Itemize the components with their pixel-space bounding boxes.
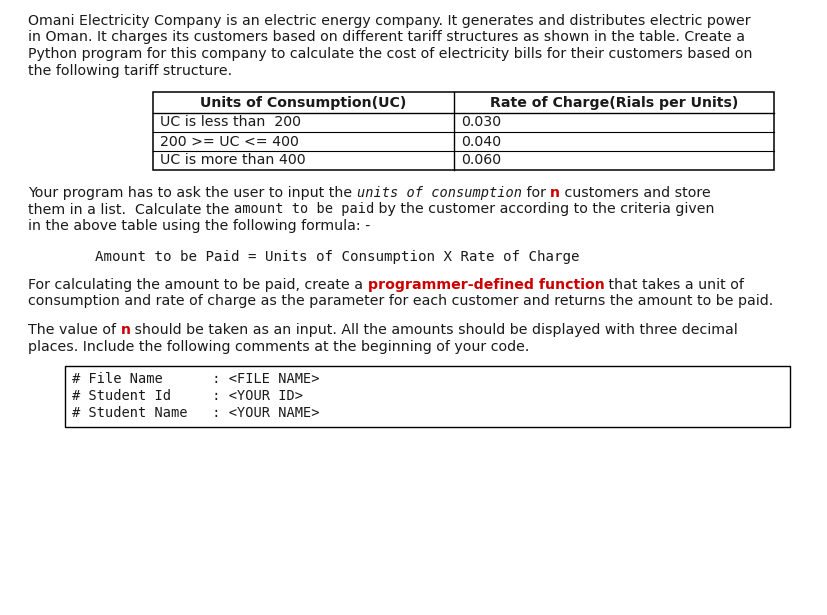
Text: in the above table using the following formula: -: in the above table using the following f… — [28, 219, 370, 233]
Text: should be taken as an input. All the amounts should be displayed with three deci: should be taken as an input. All the amo… — [131, 323, 738, 337]
Text: # Student Id     : <YOUR ID>: # Student Id : <YOUR ID> — [72, 389, 303, 403]
Bar — [153, 92, 773, 170]
Text: Rate of Charge(Rials per Units): Rate of Charge(Rials per Units) — [490, 95, 737, 109]
Text: the following tariff structure.: the following tariff structure. — [28, 63, 232, 77]
Text: for: for — [521, 186, 549, 200]
Text: n: n — [121, 323, 131, 337]
Text: The value of: The value of — [28, 323, 121, 337]
Text: consumption and rate of charge as the parameter for each customer and returns th: consumption and rate of charge as the pa… — [28, 295, 772, 309]
Text: them in a list.  Calculate the: them in a list. Calculate the — [28, 202, 233, 216]
Text: 200 >= UC <= 400: 200 >= UC <= 400 — [160, 135, 299, 148]
Text: customers and store: customers and store — [559, 186, 710, 200]
Bar — [65, 366, 789, 427]
Text: that takes a unit of: that takes a unit of — [604, 278, 743, 292]
Text: UC is less than  200: UC is less than 200 — [160, 116, 301, 130]
Text: UC is more than 400: UC is more than 400 — [160, 154, 305, 167]
Text: # File Name      : <FILE NAME>: # File Name : <FILE NAME> — [72, 372, 319, 386]
Text: Your program has to ask the user to input the: Your program has to ask the user to inpu… — [28, 186, 356, 200]
Text: n: n — [549, 186, 559, 200]
Text: by the customer according to the criteria given: by the customer according to the criteri… — [374, 202, 714, 216]
Text: 0.060: 0.060 — [460, 154, 500, 167]
Text: 0.040: 0.040 — [460, 135, 500, 148]
Text: Omani Electricity Company is an electric energy company. It generates and distri: Omani Electricity Company is an electric… — [28, 14, 750, 28]
Text: amount to be paid: amount to be paid — [233, 202, 374, 216]
Text: # Student Name   : <YOUR NAME>: # Student Name : <YOUR NAME> — [72, 406, 319, 420]
Text: programmer-defined function: programmer-defined function — [367, 278, 604, 292]
Text: places. Include the following comments at the beginning of your code.: places. Include the following comments a… — [28, 339, 528, 354]
Text: Units of Consumption(UC): Units of Consumption(UC) — [200, 95, 406, 109]
Text: Amount to be Paid = Units of Consumption X Rate of Charge: Amount to be Paid = Units of Consumption… — [95, 250, 579, 263]
Text: units of consumption: units of consumption — [356, 186, 521, 200]
Text: Python program for this company to calculate the cost of electricity bills for t: Python program for this company to calcu… — [28, 47, 752, 61]
Text: 0.030: 0.030 — [460, 116, 500, 130]
Text: For calculating the amount to be paid, create a: For calculating the amount to be paid, c… — [28, 278, 367, 292]
Text: in Oman. It charges its customers based on different tariff structures as shown : in Oman. It charges its customers based … — [28, 31, 744, 44]
